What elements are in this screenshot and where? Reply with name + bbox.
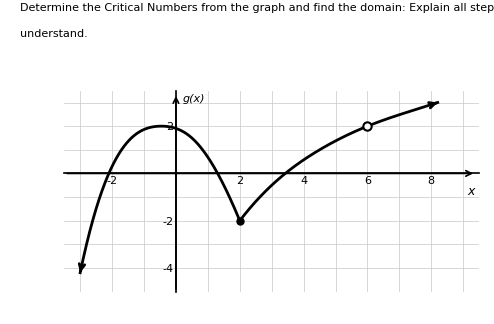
Text: understand.: understand.: [20, 29, 87, 39]
Text: x: x: [467, 185, 475, 198]
Text: g(x): g(x): [182, 94, 205, 104]
Text: Determine the Critical Numbers from the graph and find the domain: Explain all s: Determine the Critical Numbers from the …: [20, 3, 494, 13]
